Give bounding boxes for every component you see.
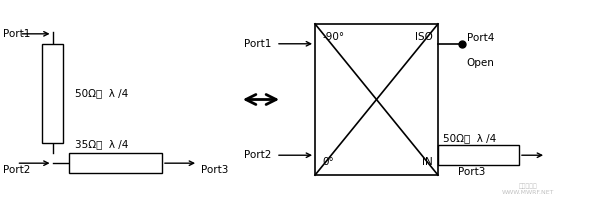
Bar [69,153,162,173]
Text: Port1: Port1 [244,39,272,49]
Text: Port2: Port2 [244,150,272,160]
Text: 35Ω，  λ /4: 35Ω， λ /4 [75,139,128,149]
Bar [438,145,519,165]
Text: Port2: Port2 [3,165,31,175]
Text: IN: IN [422,157,433,167]
Text: 0°: 0° [322,157,334,167]
Text: Port1: Port1 [3,29,31,39]
Bar [42,44,63,143]
Text: Port3: Port3 [458,167,485,177]
Text: -90°: -90° [322,32,344,42]
Text: 50Ω，  λ /4: 50Ω， λ /4 [443,133,496,143]
Text: ISO: ISO [415,32,433,42]
Text: 微波射频网
WWW.MWRF.NET: 微波射频网 WWW.MWRF.NET [502,184,554,195]
Text: Port4: Port4 [467,33,494,43]
Bar [315,24,438,175]
Text: Open: Open [467,58,494,68]
Text: Port3: Port3 [201,165,229,175]
Text: 50Ω，  λ /4: 50Ω， λ /4 [75,89,128,99]
